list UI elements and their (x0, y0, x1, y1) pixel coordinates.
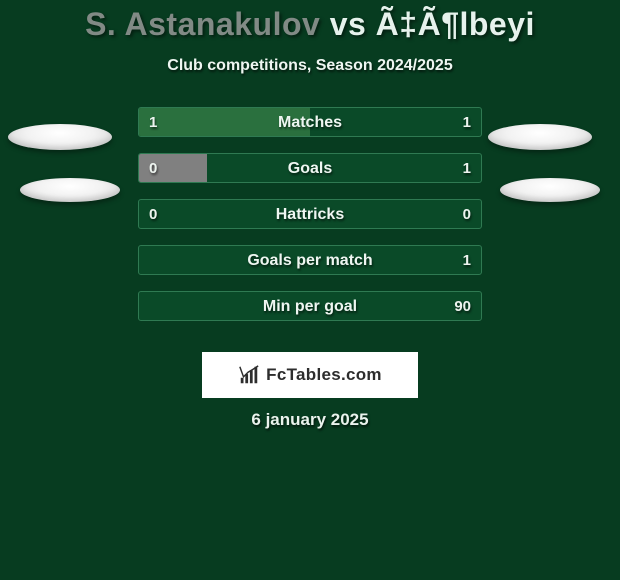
player1-name: S. Astanakulov (85, 6, 320, 42)
stat-label: Hattricks (139, 200, 481, 229)
date-text: 6 january 2025 (0, 410, 620, 430)
decorative-ellipse (488, 124, 592, 150)
infographic-root: S. Astanakulov vs Ã‡Ã¶lbeyi Club competi… (0, 0, 620, 337)
stat-row: 1Goals per match (0, 245, 620, 291)
subtitle: Club competitions, Season 2024/2025 (0, 57, 620, 75)
stat-bar: 01Goals (138, 153, 482, 183)
decorative-ellipse (8, 124, 112, 150)
stat-bar: 90Min per goal (138, 291, 482, 321)
barchart-icon (238, 364, 260, 386)
stat-bar: 1Goals per match (138, 245, 482, 275)
stat-row: 00Hattricks (0, 199, 620, 245)
title-vs: vs (330, 6, 367, 42)
player2-name: Ã‡Ã¶lbeyi (376, 6, 535, 42)
logo-box: FcTables.com (202, 352, 418, 398)
comparison-title: S. Astanakulov vs Ã‡Ã¶lbeyi (0, 6, 620, 43)
stat-bar: 11Matches (138, 107, 482, 137)
stat-label: Min per goal (139, 292, 481, 321)
stat-bar: 00Hattricks (138, 199, 482, 229)
decorative-ellipse (500, 178, 600, 202)
logo-text: FcTables.com (266, 365, 382, 385)
stat-row: 90Min per goal (0, 291, 620, 337)
stat-label: Goals (139, 154, 481, 183)
decorative-ellipse (20, 178, 120, 202)
stat-label: Goals per match (139, 246, 481, 275)
stat-label: Matches (139, 108, 481, 137)
